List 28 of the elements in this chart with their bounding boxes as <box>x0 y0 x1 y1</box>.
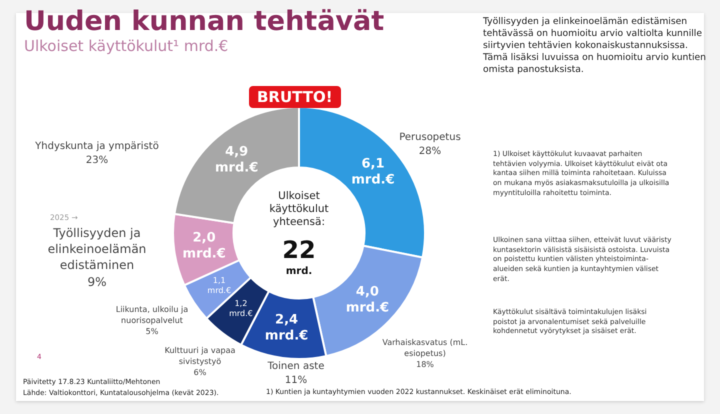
data-label: 1,1 mrd.€ <box>207 276 232 296</box>
text: 5% <box>146 326 158 336</box>
slice-label: Toinen aste <box>268 361 324 372</box>
text: 22 <box>281 236 317 264</box>
text: mrd. <box>284 266 314 277</box>
slice-label: Liikunta, ulkoilu ja nuorisopalvelut <box>116 305 188 325</box>
slice-label: Kulttuuri ja vapaa sivistystyö <box>164 346 236 366</box>
slice-label: Perusopetus <box>399 132 461 143</box>
text: Ulkoiset käyttökulut yhteensä: <box>268 190 330 230</box>
text: 18% <box>416 360 434 369</box>
chart-title: Uuden kunnan tehtävät <box>24 6 384 37</box>
text: 6% <box>194 368 206 377</box>
data-label: 4,0 mrd.€ <box>346 284 390 316</box>
text: 28% <box>418 146 442 156</box>
text: 9% <box>87 274 107 289</box>
data-label: 4,9 mrd.€ <box>215 144 258 176</box>
data-label: 6,1 mrd.€ <box>351 156 395 188</box>
chart-subtitle: Ulkoiset käyttökulut¹ mrd.€ <box>24 37 228 55</box>
text: 11% <box>284 374 308 386</box>
slice-label: Työllisyyden ja elinkeinoelämän edistäminen <box>48 226 146 272</box>
slice-label: Varhaiskasvatus (mL. esiopetus) <box>382 338 468 358</box>
data-label: 2,4 mrd.€ <box>264 312 308 344</box>
data-label: 1,2 mrd.€ <box>229 299 253 318</box>
text: 23% <box>86 154 108 166</box>
data-label: 2,0 mrd.€ <box>182 230 226 262</box>
slice-label: Yhdyskunta ja ympäristö <box>35 141 159 152</box>
text: BRUTTO! <box>249 86 341 108</box>
text: Työllisyyden ja elinkeinoelämän edistämisen tehtävässä on huomioitu arvio valtiolta kunnille siirtyvien tehtävien kokonaiskustannuksissa. Tämä lisäksi luvuissa on huomioitu arvio kuntien omista panostuksista. <box>483 16 707 76</box>
